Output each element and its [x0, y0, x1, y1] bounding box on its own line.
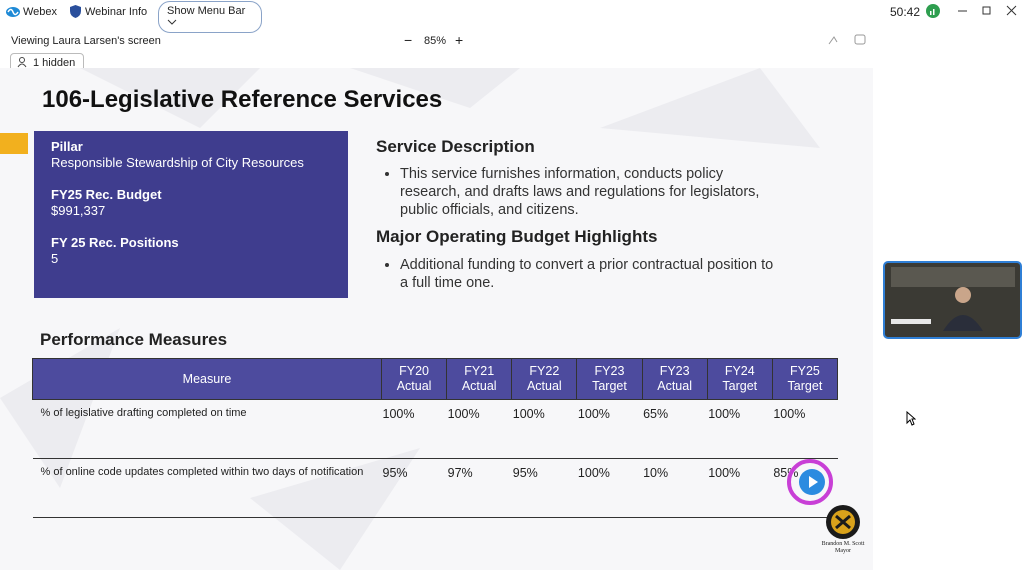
section-heading: Major Operating Budget Highlights	[376, 227, 658, 246]
value-cell: 95%	[511, 458, 577, 518]
bullet: This service furnishes information, cond…	[400, 165, 780, 219]
header-line: FY21	[464, 364, 495, 378]
seal-caption: Brandon M. Scott Mayor	[815, 541, 871, 555]
slide-title: 106-Legislative Reference Services	[42, 86, 443, 113]
summary-box: Pillar Responsible Stewardship of City R…	[34, 131, 348, 298]
header-line: Actual	[461, 379, 497, 393]
header-row: Measure FY20 Actual FY21 Actual FY22 Actual FY2…	[32, 358, 839, 400]
header-line: FY25	[789, 364, 820, 378]
column-header: Measure	[32, 358, 382, 400]
section-heading: Service Description	[376, 137, 535, 156]
chevron	[167, 19, 177, 25]
header-line: FY22	[529, 364, 560, 378]
seal-name: Brandon M. Scott	[821, 541, 865, 547]
value-cell: 97%	[446, 458, 512, 518]
column-header: FY25 Target	[771, 358, 839, 400]
header-line: Actual	[396, 379, 432, 393]
value-cell: 100%	[381, 399, 447, 459]
measure-cell: % of online code updates completed withi…	[32, 458, 382, 518]
header-line: Target	[787, 379, 823, 393]
column-header: FY23 Actual	[641, 358, 708, 400]
performance-table: Measure FY20 Actual FY21 Actual FY22 Actual FY2…	[32, 358, 839, 518]
webex-icon	[6, 7, 20, 17]
pillar-value: Responsible Stewardship of City Resource…	[51, 155, 304, 170]
section-heading: Performance Measures	[40, 330, 228, 349]
value-cell: 95%	[381, 458, 447, 518]
viewing-label: Viewing Laura Larsen's screen	[11, 35, 161, 47]
column-header: FY20 Actual	[380, 358, 448, 400]
value-cell: 100%	[511, 399, 577, 459]
budget-value: $991,337	[51, 203, 106, 218]
table-body: % of legislative drafting completed on t…	[32, 399, 838, 518]
measure-cell: % of legislative drafting completed on t…	[32, 399, 382, 459]
mouse-cursor	[906, 411, 916, 426]
shared-slide: 106-Legislative Reference Services Pilla…	[0, 68, 873, 570]
header-line: Target	[592, 379, 627, 393]
bullet-list: This service furnishes information, cond…	[376, 165, 780, 219]
hidden-count: 1 hidden	[33, 57, 76, 69]
value-cell: 10%	[642, 458, 708, 518]
pillar-label: Pillar	[51, 139, 83, 154]
table-row: % of online code updates completed withi…	[32, 458, 838, 518]
seal-role: Mayor	[835, 548, 851, 554]
header-line: Measure	[182, 371, 232, 386]
column-header: FY24 Target	[706, 358, 773, 400]
value-cell: 100%	[446, 399, 512, 459]
zoom-out[interactable]: −	[404, 32, 413, 48]
bullet-list: Additional funding to convert a prior co…	[376, 256, 780, 292]
value-cell: 100%	[707, 458, 773, 518]
value-cell: 100%	[576, 399, 643, 459]
zoom-level: 85%	[424, 35, 447, 47]
app-name: Webex	[23, 6, 58, 18]
value-cell: 100%	[707, 399, 773, 459]
header-line: FY24	[724, 364, 755, 378]
table-row: % of legislative drafting completed on t…	[32, 399, 838, 459]
positions-label: FY 25 Rec. Positions	[51, 235, 179, 250]
header-line: FY20	[399, 364, 430, 378]
zoom-in[interactable]: +	[455, 32, 464, 48]
window-controls[interactable]	[955, 4, 1019, 18]
share-tools[interactable]	[828, 34, 868, 46]
person-icon	[17, 57, 27, 68]
value-cell: 65%	[642, 399, 708, 459]
budget-label: FY25 Rec. Budget	[51, 187, 162, 202]
show-menu-bar-button[interactable]: Show Menu Bar	[158, 1, 262, 33]
accent-tab	[0, 133, 28, 154]
button-label: Show Menu Bar	[167, 5, 246, 17]
positions-value: 5	[51, 251, 59, 266]
column-header: FY22 Actual	[511, 358, 578, 400]
value-cell: 100%	[772, 399, 838, 459]
webinar-info[interactable]: Webinar Info	[85, 6, 148, 18]
header-line: Actual	[526, 379, 562, 393]
timer: 50:42	[890, 5, 921, 19]
bullet: Additional funding to convert a prior co…	[400, 256, 780, 292]
header-line: FY23	[659, 364, 690, 378]
header-line: Actual	[657, 379, 692, 393]
overlay-logo	[787, 459, 833, 505]
signal-icon	[926, 4, 940, 18]
column-header: FY23 Target	[576, 358, 643, 400]
column-header: FY21 Actual	[446, 358, 513, 400]
header-line: FY23	[594, 364, 625, 378]
shield-icon	[70, 5, 81, 18]
city-seal	[826, 505, 860, 539]
slide-background	[0, 68, 820, 570]
header-line: Target	[722, 379, 758, 393]
value-cell: 100%	[576, 458, 643, 518]
speaker-video[interactable]	[883, 261, 1022, 339]
